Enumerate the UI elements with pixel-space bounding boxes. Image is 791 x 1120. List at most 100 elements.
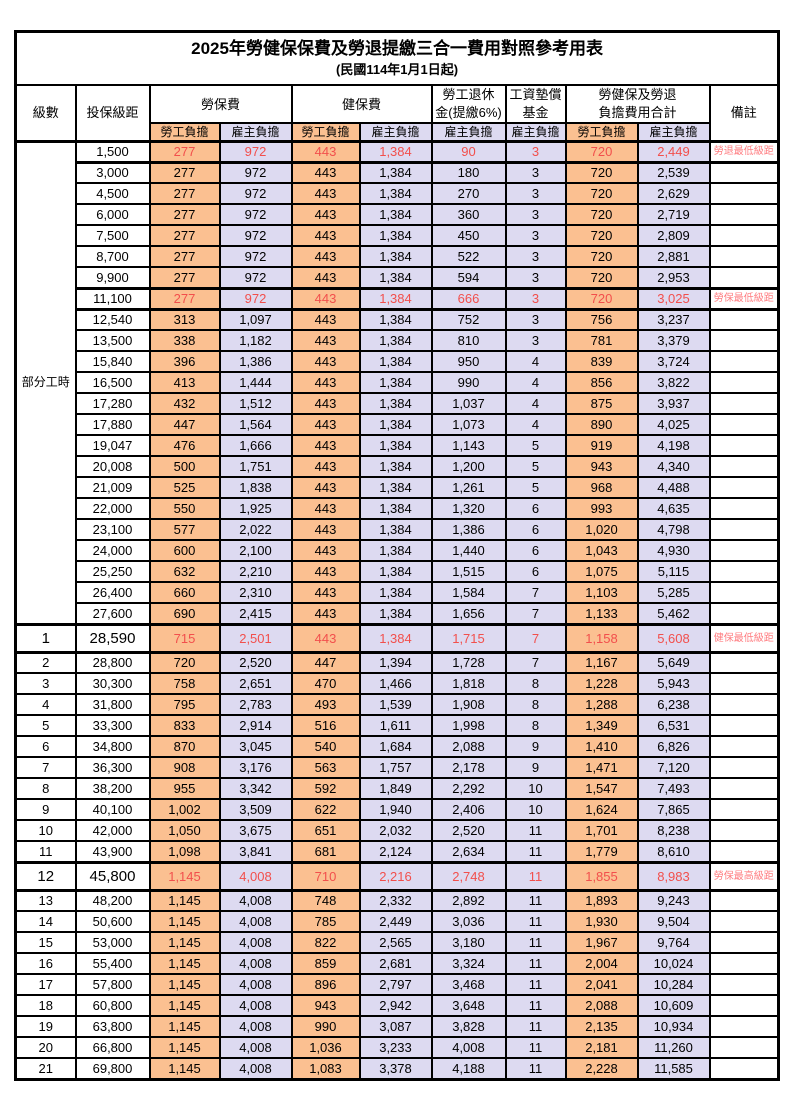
value-cell: 3 (504, 224, 567, 247)
level-cell: 5 (14, 714, 77, 737)
table-row: 19,047 476 1,666 443 1,384 1,143 5 919 4,198 (16, 434, 780, 457)
value-cell: 3 (504, 266, 567, 289)
table-row: 4 31,800 795 2,783 493 1,539 1,908 8 1,288 6,238 (14, 693, 780, 716)
value-cell: 270 (430, 182, 507, 205)
value-cell: 6 (504, 497, 567, 520)
value-cell: 690 (148, 602, 221, 625)
remark-cell (708, 560, 780, 583)
col-header-total: 勞健保及勞退 負擔費用合計 (564, 84, 711, 124)
value-cell: 1,656 (430, 602, 507, 625)
value-cell: 4,008 (218, 973, 293, 996)
salary-cell: 12,540 (74, 308, 151, 331)
value-cell: 277 (148, 182, 221, 205)
level-cell: 8 (14, 777, 77, 800)
value-cell: 1,584 (430, 581, 507, 604)
value-cell: 1,998 (430, 714, 507, 737)
value-cell: 2,449 (636, 139, 711, 164)
header-row-groups: 級數 投保級距 勞保費 健保費 勞工退休 金(提繳6%) 工資墊償 基金 勞健保… (14, 84, 780, 142)
value-cell: 1,855 (564, 860, 639, 892)
value-cell: 1,020 (564, 518, 639, 541)
value-cell: 11 (504, 840, 567, 863)
salary-cell: 63,800 (74, 1015, 151, 1038)
remark-cell (708, 756, 780, 779)
value-cell: 1,384 (358, 518, 433, 541)
value-cell: 3,509 (218, 798, 293, 821)
value-cell: 1,930 (564, 910, 639, 933)
level-cell: 6 (14, 735, 77, 758)
value-cell: 1,728 (430, 651, 507, 674)
value-cell: 7,493 (636, 777, 711, 800)
salary-cell: 57,800 (74, 973, 151, 996)
value-cell: 4,008 (218, 931, 293, 954)
value-cell: 3 (504, 286, 567, 311)
col-header-labor-insurance: 勞保費 (148, 84, 293, 124)
value-cell: 2,124 (358, 840, 433, 863)
value-cell: 7 (504, 602, 567, 625)
value-cell: 10,284 (636, 973, 711, 996)
value-cell: 443 (290, 203, 361, 226)
salary-cell: 21,009 (74, 476, 151, 499)
salary-cell: 50,600 (74, 910, 151, 933)
value-cell: 1,384 (358, 203, 433, 226)
value-cell: 443 (290, 139, 361, 164)
value-cell: 2,415 (218, 602, 293, 625)
value-cell: 4,008 (218, 994, 293, 1017)
subheader-total-employer: 雇主負擔 (636, 122, 711, 143)
value-cell: 9,504 (636, 910, 711, 933)
salary-cell: 30,300 (74, 672, 151, 695)
value-cell: 2,004 (564, 952, 639, 975)
value-cell: 5 (504, 455, 567, 478)
col-header-level: 級數 (14, 84, 77, 142)
remark-cell (708, 798, 780, 821)
value-cell: 4,025 (636, 413, 711, 436)
wage-fund-label-line2: 基金 (522, 105, 549, 120)
value-cell: 715 (148, 622, 221, 654)
table-row: 9 40,100 1,002 3,509 622 1,940 2,406 10 1,624 7,8… (14, 798, 780, 821)
value-cell: 1,384 (358, 308, 433, 331)
value-cell: 890 (564, 413, 639, 436)
value-cell: 4,488 (636, 476, 711, 499)
col-header-health-insurance: 健保費 (290, 84, 433, 124)
remark-cell (708, 329, 780, 352)
col-header-wage-fund: 工資墊償 基金 (504, 84, 567, 124)
value-cell: 550 (148, 497, 221, 520)
value-cell: 896 (290, 973, 361, 996)
remark-cell: 勞保最高級距 (708, 860, 780, 892)
value-cell: 5,608 (636, 622, 711, 654)
value-cell: 1,715 (430, 622, 507, 654)
value-cell: 752 (430, 308, 507, 331)
value-cell: 3 (504, 329, 567, 352)
value-cell: 8 (504, 672, 567, 695)
value-cell: 1,103 (564, 581, 639, 604)
title-row: 2025年勞健保保費及勞退提繳三合一費用對照參考用表 (民國114年1月1日起) (14, 30, 780, 86)
value-cell: 1,564 (218, 413, 293, 436)
value-cell: 443 (290, 286, 361, 311)
value-cell: 493 (290, 693, 361, 716)
value-cell: 1,384 (358, 413, 433, 436)
value-cell: 8,983 (636, 860, 711, 892)
value-cell: 277 (148, 161, 221, 184)
value-cell: 651 (290, 819, 361, 842)
value-cell: 859 (290, 952, 361, 975)
table-row: 23,100 577 2,022 443 1,384 1,386 6 1,020 4,798 (16, 518, 780, 541)
value-cell: 1,384 (358, 182, 433, 205)
salary-cell: 34,800 (74, 735, 151, 758)
value-cell: 1,384 (358, 622, 433, 654)
value-cell: 875 (564, 392, 639, 415)
total-label-line2: 負擔費用合計 (598, 105, 677, 120)
value-cell: 11 (504, 1036, 567, 1059)
level-cell: 9 (14, 798, 77, 821)
value-cell: 1,384 (358, 139, 433, 164)
level-cell: 19 (14, 1015, 77, 1038)
value-cell: 990 (430, 371, 507, 394)
table-row: 部分工時 1,500 277 972 443 1,384 90 3 720 2,449 勞退最低級距 (14, 139, 780, 626)
value-cell: 4,008 (430, 1036, 507, 1059)
value-cell: 8 (504, 693, 567, 716)
value-cell: 856 (564, 371, 639, 394)
salary-cell: 8,700 (74, 245, 151, 268)
value-cell: 1,228 (564, 672, 639, 695)
value-cell: 11 (504, 952, 567, 975)
table-row: 12 45,800 1,145 4,008 710 2,216 2,748 11 1,855 8,… (14, 860, 780, 892)
value-cell: 1,757 (358, 756, 433, 779)
premium-table: 2025年勞健保保費及勞退提繳三合一費用對照參考用表 (民國114年1月1日起)… (14, 30, 781, 1081)
